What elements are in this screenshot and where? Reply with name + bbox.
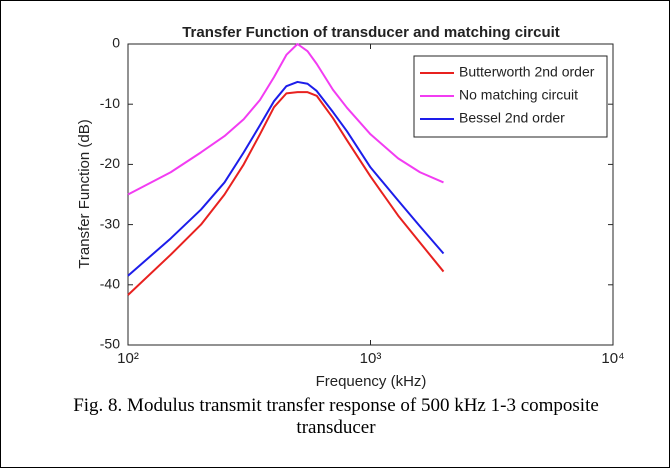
y-tick-label: 0 [112, 35, 120, 51]
x-axis-label: Frequency (kHz) [316, 373, 427, 390]
y-tick-label: -50 [100, 336, 120, 352]
series-line [127, 91, 445, 296]
y-tick-label: -40 [100, 276, 120, 292]
y-tick-label: -20 [100, 155, 120, 171]
legend-label: Butterworth 2nd order [459, 64, 595, 80]
series-line [127, 43, 444, 196]
legend-label: Bessel 2nd order [459, 110, 565, 126]
chart: Transfer Function of transducer and matc… [76, 24, 625, 390]
x-tick-label: 10² [117, 350, 139, 367]
y-tick-label: -30 [100, 215, 120, 231]
x-tick-label: 10⁴ [601, 350, 624, 367]
x-tick-label: 10³ [360, 350, 382, 367]
y-axis-label: Transfer Function (dB) [76, 119, 93, 269]
series-line [127, 80, 445, 277]
chart-title: Transfer Function of transducer and matc… [182, 24, 560, 41]
legend-label: No matching circuit [459, 87, 578, 103]
y-tick-label: -10 [100, 95, 120, 111]
caption: Fig. 8. Modulus transmit transfer respon… [73, 395, 599, 438]
